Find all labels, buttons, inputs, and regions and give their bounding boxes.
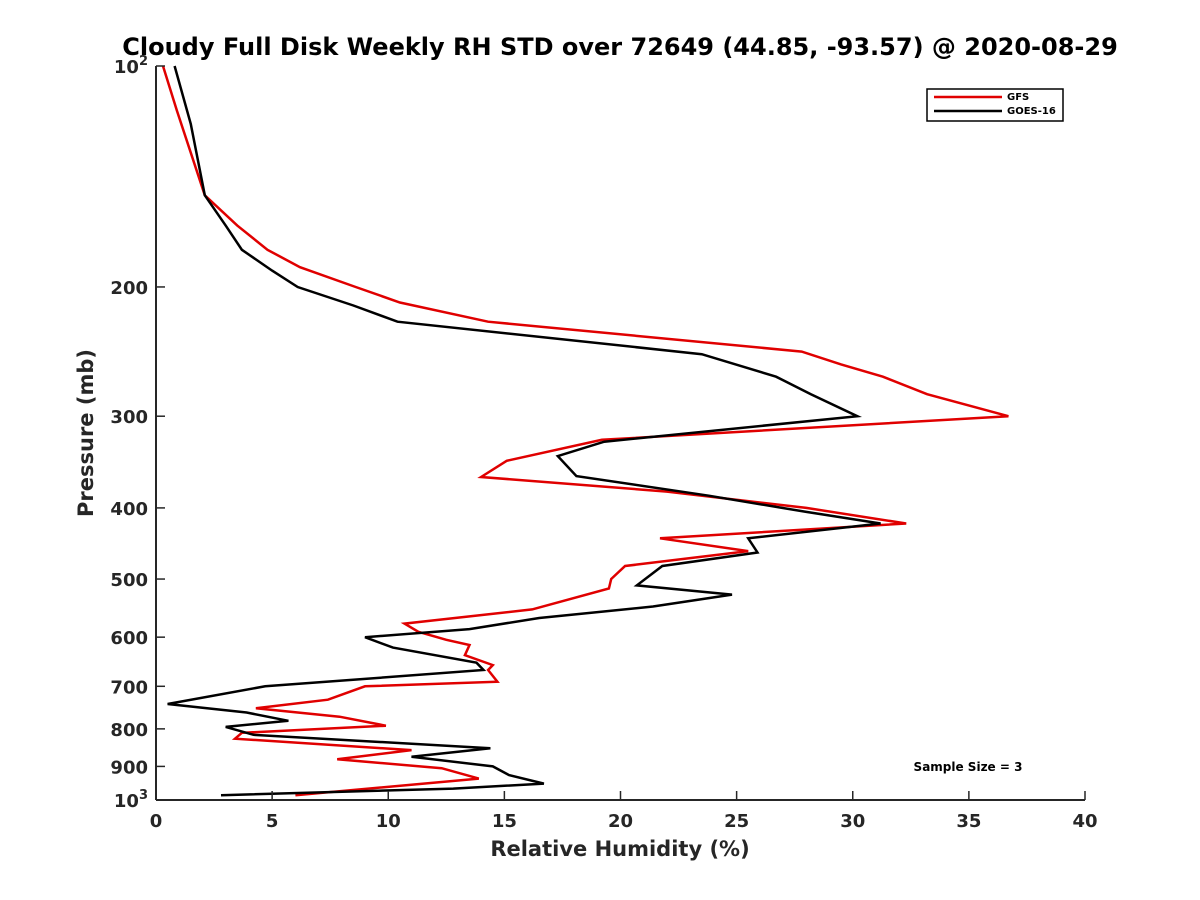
y-tick-label: 700 xyxy=(110,677,148,698)
x-tick-label: 30 xyxy=(840,811,865,832)
x-tick-label: 0 xyxy=(150,811,163,832)
series-layer xyxy=(161,65,1009,797)
x-tick-label: 20 xyxy=(608,811,633,832)
y-axis-label: Pressure (mb) xyxy=(74,349,98,517)
y-ticks: 102 200 300 400 500 600 700 800 900 103 xyxy=(110,54,165,812)
sample-size-annotation: Sample Size = 3 xyxy=(914,760,1023,774)
y-tick-label: 500 xyxy=(110,570,148,591)
y-tick-label: 102 xyxy=(114,54,148,78)
y-tick-label: 800 xyxy=(110,720,148,741)
x-ticks: 0 5 10 15 20 25 30 35 40 xyxy=(150,791,1098,832)
x-tick-label: 35 xyxy=(956,811,981,832)
x-axis-label: Relative Humidity (%) xyxy=(490,837,749,861)
y-tick-label: 400 xyxy=(110,499,148,520)
y-tick-label: 900 xyxy=(110,757,148,778)
y-tick-label: 103 xyxy=(114,788,148,812)
legend-box xyxy=(926,88,1064,122)
x-tick-label: 10 xyxy=(376,811,401,832)
y-tick-label: 200 xyxy=(110,278,148,299)
chart-title: Cloudy Full Disk Weekly RH STD over 7264… xyxy=(122,33,1118,61)
x-tick-label: 5 xyxy=(266,811,279,832)
series-line-gfs xyxy=(161,65,1009,797)
y-tick-label: 300 xyxy=(110,407,148,428)
y-tick-label: 600 xyxy=(110,628,148,649)
legend-label-gfs: GFS xyxy=(1007,92,1029,103)
legend: GFS GOES-16 xyxy=(926,88,1064,122)
x-tick-label: 40 xyxy=(1072,811,1097,832)
legend-label-goes16: GOES-16 xyxy=(1007,106,1056,117)
x-tick-label: 25 xyxy=(724,811,749,832)
series-line-goes16 xyxy=(167,65,881,797)
x-tick-label: 15 xyxy=(492,811,517,832)
